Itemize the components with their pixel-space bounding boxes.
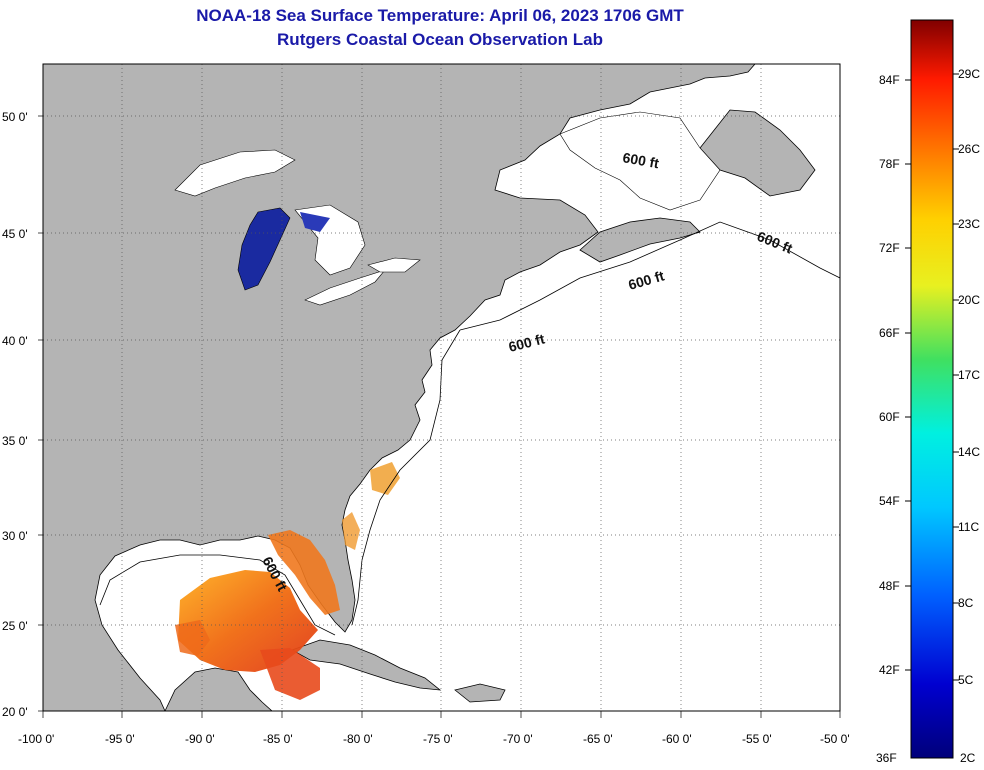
lat-label: 30 0' <box>2 529 28 543</box>
map-frame <box>42 63 841 712</box>
map-grid <box>38 64 841 718</box>
yucatan-land <box>164 667 273 711</box>
contour-line-atlantic <box>459 221 840 331</box>
lat-label: 35 0' <box>2 434 28 448</box>
lat-label: 40 0' <box>2 334 28 348</box>
colorbar-f-label: 66F <box>879 326 900 340</box>
latitude-labels: 50 0' 45 0' 40 0' 35 0' 30 0' 25 0' 20 0… <box>2 110 28 719</box>
yucatan-channel-sst <box>175 620 210 656</box>
lake-ontario <box>367 257 421 273</box>
florida-west-sst <box>268 530 340 615</box>
colorbar-f-label: 54F <box>879 494 900 508</box>
lon-label: -50 0' <box>820 732 850 746</box>
colorbar-c-label: 29C <box>958 67 980 81</box>
colorbar-celsius-labels: 29C 26C 23C 20C 17C 14C 11C 8C 5C 2C <box>958 67 980 765</box>
georgia-sst <box>342 512 360 550</box>
carolina-sst <box>370 462 400 495</box>
colorbar-c-label: 2C <box>960 751 976 765</box>
colorbar-f-label: 60F <box>879 410 900 424</box>
lon-label: -55 0' <box>742 732 772 746</box>
colorbar-c-label: 8C <box>958 596 974 610</box>
cuba-land <box>291 639 442 691</box>
colorbar-c-label: 14C <box>958 445 980 459</box>
temperature-colorbar <box>910 19 954 759</box>
colorbar-f-label: 36F <box>876 751 897 765</box>
lon-label: -65 0' <box>583 732 613 746</box>
newfoundland-land <box>699 109 816 197</box>
lon-label: -80 0' <box>343 732 373 746</box>
colorbar-ticks <box>905 73 959 681</box>
caribbean-sst <box>260 648 320 700</box>
lon-label: -90 0' <box>185 732 215 746</box>
colorbar-f-label: 78F <box>879 157 900 171</box>
colorbar-c-label: 17C <box>958 368 980 382</box>
colorbar-c-label: 23C <box>958 217 980 231</box>
colorbar-c-label: 5C <box>958 673 974 687</box>
lake-erie <box>304 269 386 306</box>
gulf-of-st-lawrence <box>559 111 721 211</box>
nova-scotia-land <box>579 217 701 263</box>
contour-line-gulf <box>99 554 336 636</box>
colorbar-f-label: 48F <box>879 579 900 593</box>
north-america-land <box>43 64 756 711</box>
lon-label: -70 0' <box>503 732 533 746</box>
hispaniola-land <box>454 683 506 703</box>
lake-superior <box>174 149 296 197</box>
lat-label: 45 0' <box>2 227 28 241</box>
map-subtitle: Rutgers Coastal Ocean Observation Lab <box>277 30 603 49</box>
colorbar-f-label: 72F <box>879 241 900 255</box>
longitude-labels: -100 0' -95 0' -90 0' -85 0' -80 0' -75 … <box>18 732 850 746</box>
gulf-sst-patch <box>178 570 318 672</box>
lake-michigan-north-sst <box>300 212 330 232</box>
lon-label: -60 0' <box>662 732 692 746</box>
colorbar-c-label: 26C <box>958 142 980 156</box>
lake-michigan-sst <box>237 207 291 291</box>
lat-label: 25 0' <box>2 619 28 633</box>
colorbar-f-label: 84F <box>879 73 900 87</box>
colorbar-c-label: 11C <box>958 520 979 534</box>
lat-label: 20 0' <box>2 705 28 719</box>
lon-label: -85 0' <box>263 732 293 746</box>
lon-label: -95 0' <box>105 732 135 746</box>
colorbar-f-label: 42F <box>879 663 900 677</box>
lon-label: -75 0' <box>423 732 453 746</box>
colorbar-fahrenheit-labels: 84F 78F 72F 66F 60F 54F 48F 42F 36F <box>876 73 900 765</box>
colorbar-c-label: 20C <box>958 293 980 307</box>
lat-label: 50 0' <box>2 110 28 124</box>
contour-label-gulf-stlawrence: 600 ft <box>621 149 660 171</box>
lon-label: -100 0' <box>18 732 54 746</box>
map-title: NOAA-18 Sea Surface Temperature: April 0… <box>196 6 684 25</box>
